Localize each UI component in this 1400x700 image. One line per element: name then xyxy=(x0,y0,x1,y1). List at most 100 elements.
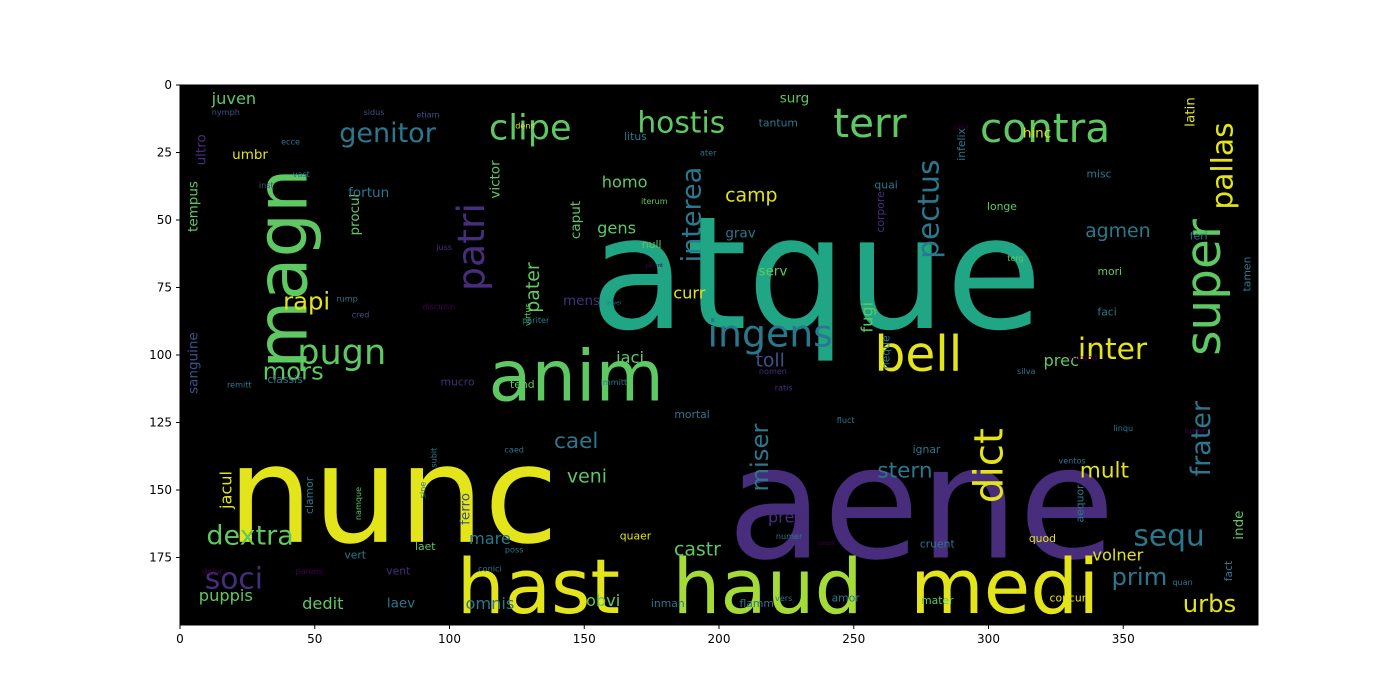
word-dict: dict xyxy=(965,428,1013,503)
x-tick-label: 350 xyxy=(1112,632,1135,646)
word-dolor: dolor xyxy=(202,566,223,576)
word-namque: namque xyxy=(353,487,363,520)
word-terg: terg xyxy=(1007,253,1023,263)
word-caput: caput xyxy=(568,201,584,239)
word-iterum: iterum xyxy=(641,196,668,206)
word-mult: mult xyxy=(1080,459,1129,484)
word-fluct: fluct xyxy=(837,415,855,425)
word-latin: latin xyxy=(1183,97,1199,127)
word-mare: mare xyxy=(469,529,511,548)
word-omnis: omnis xyxy=(465,594,514,613)
word-quai: quai xyxy=(874,178,897,191)
word-tamen: tamen xyxy=(1241,257,1254,292)
word-vast: vast xyxy=(293,169,310,179)
word-litus: litus xyxy=(624,130,647,143)
word-inst: inst xyxy=(259,180,274,190)
word-fact: fact xyxy=(1222,561,1235,582)
word-comit: comit xyxy=(954,125,969,131)
word-mater: mater xyxy=(921,594,954,607)
word-inter: inter xyxy=(1078,332,1148,367)
word-aene: aene xyxy=(727,413,1115,595)
word-parent: parent xyxy=(645,263,663,269)
word-ignar: ignar xyxy=(913,443,941,456)
word-misc: misc xyxy=(1086,168,1111,181)
word-pugn: pugn xyxy=(297,332,386,373)
word-pariter: pariter xyxy=(522,315,550,325)
word-faci: faci xyxy=(1097,305,1116,318)
word-medi: medi xyxy=(910,543,1099,631)
word-toll: toll xyxy=(755,349,784,371)
word-silva: silva xyxy=(1017,366,1036,376)
y-tick-label: 175 xyxy=(149,551,172,565)
word-sine: sine xyxy=(418,482,428,499)
word-veni: veni xyxy=(567,466,607,488)
word-ratis: ratis xyxy=(775,382,793,392)
word-hinc: hinc xyxy=(1023,126,1051,142)
word-atque: atque xyxy=(590,183,1042,365)
word-quan: quan xyxy=(1172,577,1192,587)
word-prim: prim xyxy=(1111,562,1167,591)
word-hast: hast xyxy=(457,543,620,631)
word-corpore: corpore xyxy=(874,191,887,233)
word-nunc: nunc xyxy=(227,417,558,574)
word-pectus: pectus xyxy=(912,160,947,259)
word-feri: feri xyxy=(1190,230,1208,243)
y-tick-label: 125 xyxy=(149,416,172,430)
word-grav: grav xyxy=(725,226,755,242)
word-vers: vers xyxy=(775,593,792,603)
word-camp: camp xyxy=(725,185,777,207)
word-caed: caed xyxy=(504,445,524,455)
word-disciplin: disciplin xyxy=(422,301,455,311)
word-remitt: remitt xyxy=(227,380,252,390)
word-vent: vent xyxy=(386,565,410,578)
word-prem: prem xyxy=(768,508,810,527)
y-axis: 0 25 50 75 100 125 150 175 xyxy=(149,78,180,565)
word-agmen: agmen xyxy=(1085,220,1151,242)
x-tick-label: 50 xyxy=(307,632,322,646)
word-inde: inde xyxy=(1231,511,1247,540)
word-infelix: infelix xyxy=(955,127,968,160)
word-juven: juven xyxy=(211,89,257,108)
y-tick-label: 150 xyxy=(149,483,172,497)
word-gens: gens xyxy=(597,219,636,238)
x-tick-label: 200 xyxy=(708,632,731,646)
word-quaer: quaer xyxy=(620,529,652,542)
word-ingens: ingens xyxy=(708,311,833,355)
word-tempus: tempus xyxy=(185,181,201,232)
word-urbs: urbs xyxy=(1183,589,1236,618)
word-adver: adver xyxy=(606,301,622,307)
word-parens: parens xyxy=(296,566,324,576)
x-tick-label: 0 xyxy=(176,632,184,646)
word-ultro: ultro xyxy=(194,134,210,165)
word-laet: laet xyxy=(415,540,436,553)
word-mori: mori xyxy=(1097,265,1122,278)
word-magn: magn xyxy=(241,168,323,368)
word-etiam: etiam xyxy=(416,110,439,120)
word-dextra: dextra xyxy=(206,520,294,551)
y-tick-label: 25 xyxy=(157,146,172,160)
word-mors: mors xyxy=(263,357,324,386)
word-conici: conici xyxy=(478,563,501,573)
word-cael: cael xyxy=(554,429,598,454)
word-obvi: obvi xyxy=(586,591,620,610)
word-genitor: genitor xyxy=(339,118,436,149)
word-lumin: lumin xyxy=(1185,426,1208,436)
word-secund: secund xyxy=(1068,353,1097,363)
y-tick-label: 0 xyxy=(164,78,172,92)
word-patri: patri xyxy=(449,203,493,291)
word-linqu: linqu xyxy=(1113,423,1133,433)
word-curr: curr xyxy=(673,283,706,302)
x-axis: 0 50 100 150 200 250 300 350 xyxy=(176,625,1135,646)
word-null: null xyxy=(642,238,662,251)
word-castr: castr xyxy=(674,538,721,560)
word-haud: haud xyxy=(672,543,862,631)
word-tend: tend xyxy=(510,378,535,391)
word-bell: bell xyxy=(875,327,963,383)
word-pallas: pallas xyxy=(1205,122,1240,209)
word-inman: inman xyxy=(651,597,685,610)
word-amor: amor xyxy=(832,592,861,605)
word-frater: frater xyxy=(1186,400,1217,476)
word-juss: juss xyxy=(435,242,452,252)
word-corpus: corpus xyxy=(818,541,836,547)
